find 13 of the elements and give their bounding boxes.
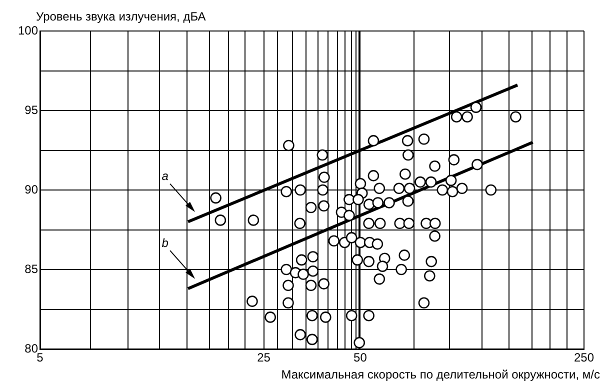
- y-tick-label: 95: [24, 102, 38, 117]
- x-tick-label: 5: [36, 350, 44, 365]
- text: b: [162, 236, 169, 250]
- x-tick-label: 250: [574, 350, 594, 365]
- y-tick-label: 85: [24, 262, 38, 276]
- x-tick-label: 25: [257, 350, 271, 365]
- y-axis-title: Уровень звука излучения, дБА: [36, 9, 206, 24]
- y-tick-label: 100: [18, 23, 38, 38]
- y-tick-label: 80: [24, 341, 38, 356]
- x-tick-label: 50: [354, 350, 368, 365]
- y-tick-label: 90: [24, 182, 38, 196]
- x-axis-title: Максимальная скорость по делительной окружности, м/с: [281, 367, 600, 382]
- text: a: [162, 169, 169, 184]
